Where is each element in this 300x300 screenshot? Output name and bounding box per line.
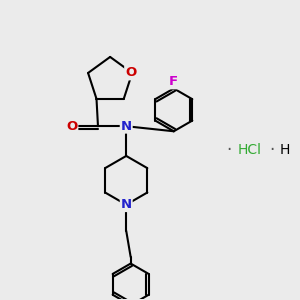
Text: ·: · <box>226 141 231 159</box>
Text: O: O <box>125 67 136 80</box>
Text: O: O <box>66 120 77 133</box>
Text: N: N <box>121 198 132 211</box>
Text: HCl: HCl <box>238 143 262 157</box>
Text: ·: · <box>269 141 274 159</box>
Text: H: H <box>280 143 290 157</box>
Text: F: F <box>169 75 178 88</box>
Text: N: N <box>121 120 132 133</box>
